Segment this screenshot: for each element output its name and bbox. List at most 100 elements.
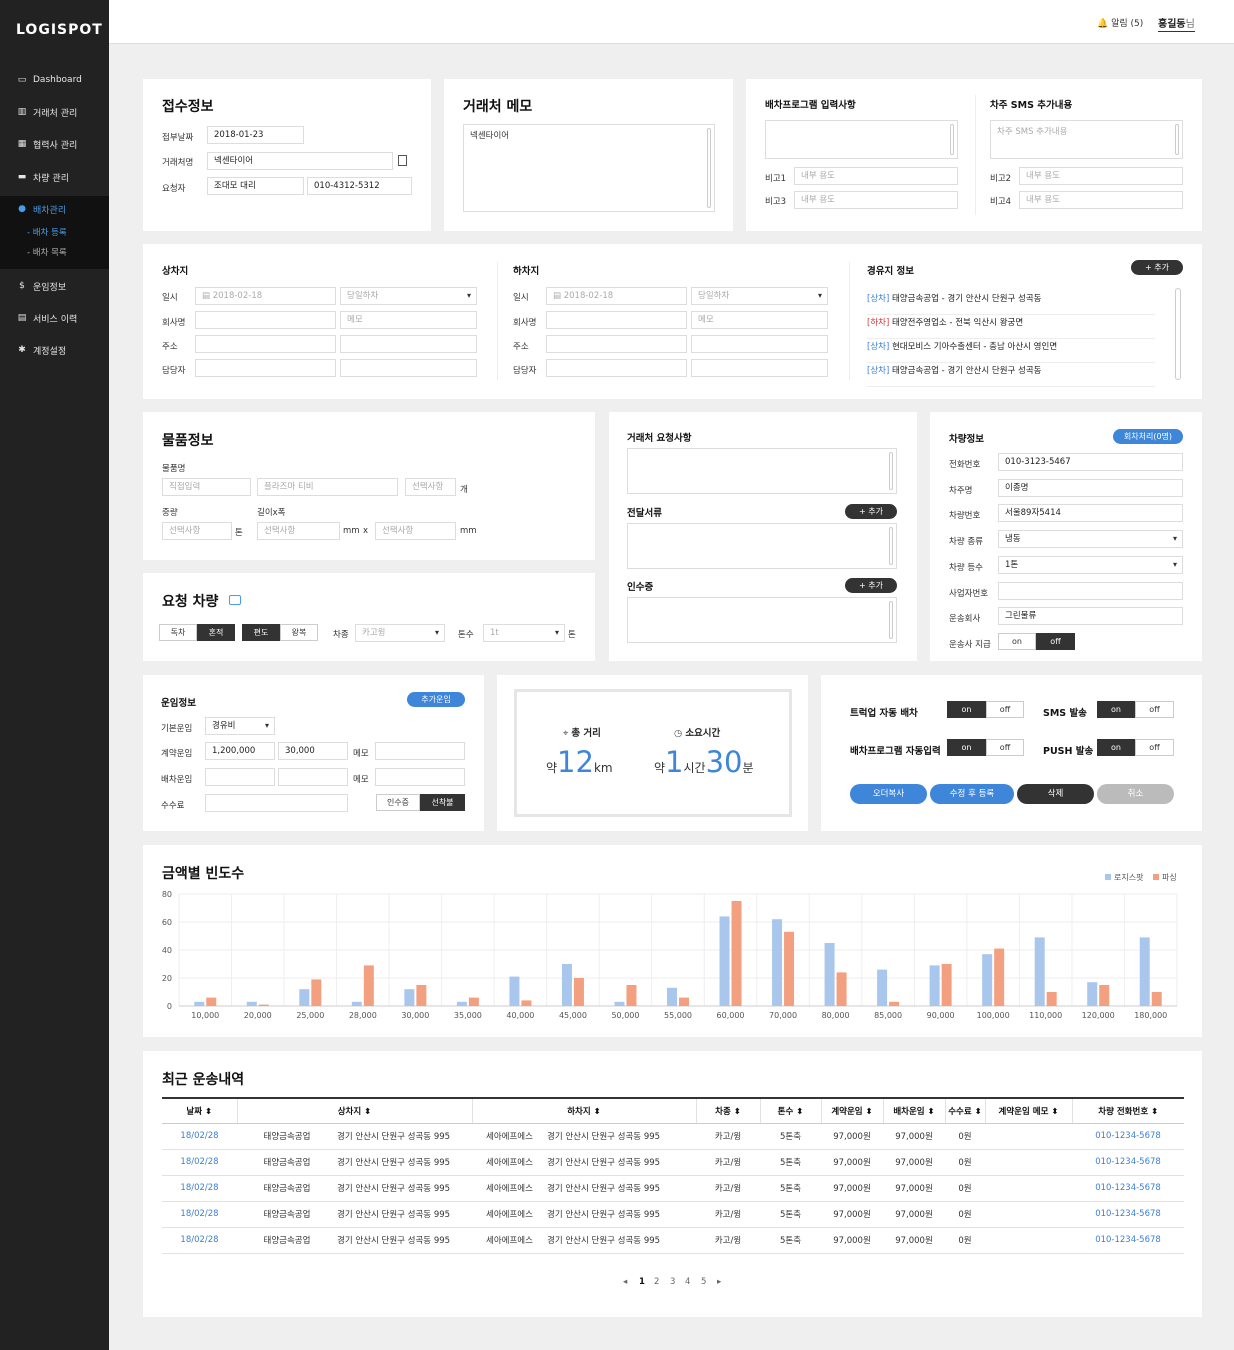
column-header[interactable]: 차량 전화번호 ⬍ (1072, 1097, 1184, 1124)
width-input[interactable]: 선택사항 (375, 522, 456, 540)
unloading-company-input[interactable] (546, 311, 687, 329)
sidebar-item-6[interactable]: ▤ 서비스 이력 (0, 305, 109, 331)
subnav-item-dispatch-list[interactable]: - 배차 목록 (27, 248, 67, 258)
unloading-date-input[interactable]: ▤ 2018-02-18 (546, 287, 687, 305)
dispatch-fare-input[interactable] (205, 768, 275, 786)
unloading-memo-input[interactable]: 메모 (691, 311, 828, 329)
loading-person-input[interactable] (195, 359, 336, 377)
ton-select[interactable]: 1t (483, 624, 565, 642)
vehicle-owner-input[interactable]: 이종명 (998, 478, 1183, 497)
remark4-input[interactable]: 내부 용도 (1019, 191, 1183, 209)
round-toggle[interactable]: 왕복 (280, 624, 318, 641)
document-icon[interactable] (398, 155, 407, 166)
carrier-pay-on[interactable]: on (998, 632, 1036, 650)
contract-fare-input[interactable]: 1,200,000 (205, 742, 275, 760)
save-button[interactable]: 수정 후 등록 (930, 784, 1014, 804)
loading-company-input[interactable] (195, 311, 336, 329)
table-row[interactable]: 18/02/28 태양금속공업 경기 안산시 단원구 성곡동 995 세아에프에스 경기… (162, 1175, 1184, 1202)
table-cell[interactable]: 010-1234-5678 (1072, 1175, 1184, 1202)
chat-icon[interactable] (229, 595, 241, 605)
column-header[interactable]: 톤수 ⬍ (760, 1097, 822, 1124)
column-header[interactable]: 계약운임 메모 ⬍ (985, 1097, 1073, 1124)
scrollbar[interactable] (707, 128, 711, 208)
via-item[interactable]: [상차] 태양금속공업 - 경기 안산시 단원구 성곡동 (867, 291, 1155, 315)
requester-phone-input[interactable]: 010-4312-5312 (307, 177, 412, 195)
intake-date-input[interactable]: 2018-01-23 (207, 126, 304, 144)
sidebar-item-2[interactable]: ▦ 협력사 관리 (0, 131, 109, 157)
via-item[interactable]: [상차] 현대모비스 기아수출센터 - 충남 아산시 영인면 (867, 339, 1155, 363)
table-cell[interactable]: 010-1234-5678 (1072, 1149, 1184, 1176)
dispatch-memo-input[interactable] (375, 768, 465, 786)
push-on[interactable]: on (1097, 739, 1135, 756)
truckup-off[interactable]: off (986, 701, 1024, 718)
unloading-option-select[interactable]: 당일하차 (691, 287, 828, 305)
handover-add-button[interactable]: + 추가 (845, 578, 897, 593)
cancel-button[interactable]: 취소 (1097, 784, 1174, 804)
type-select[interactable]: 카고윙 (355, 624, 445, 642)
loading-date-input[interactable]: ▤ 2018-02-18 (195, 287, 336, 305)
sidebar-item-5[interactable]: $ 운임정보 (0, 273, 109, 299)
via-scrollbar[interactable] (1175, 288, 1181, 380)
page-link[interactable]: 5 (701, 1277, 707, 1287)
docs-textarea[interactable] (627, 523, 897, 569)
table-cell[interactable]: 18/02/28 (162, 1175, 237, 1202)
oneway-toggle[interactable]: 편도 (242, 624, 280, 641)
page-link[interactable]: 2 (654, 1277, 660, 1287)
via-item[interactable]: [하차] 태양전주영업소 - 전북 익산시 왕궁면 (867, 315, 1155, 339)
loading-addr2-input[interactable] (340, 335, 477, 353)
memo-textarea[interactable]: 넥센타이어 (463, 124, 715, 212)
column-header[interactable]: 하차지 ⬍ (472, 1097, 697, 1124)
receipt-toggle[interactable]: 인수증 (376, 794, 420, 811)
table-cell[interactable]: 010-1234-5678 (1072, 1227, 1184, 1254)
sidebar-item-0[interactable]: ▭ Dashboard (0, 67, 109, 93)
vehicle-grade-input[interactable]: 1톤 (998, 555, 1183, 574)
contract-fare2-input[interactable]: 30,000 (278, 742, 348, 760)
sms-on[interactable]: on (1097, 701, 1135, 718)
loading-option-select[interactable]: 당일하차 (340, 287, 477, 305)
weight-input[interactable]: 선택사항 (162, 522, 232, 540)
page-link[interactable]: 3 (670, 1277, 676, 1287)
next-page-icon[interactable]: ▸ (717, 1277, 722, 1287)
delete-button[interactable]: 삭제 (1017, 784, 1094, 804)
sidebar-item-3[interactable]: ▬ 차량 관리 (0, 164, 109, 190)
table-cell[interactable]: 18/02/28 (162, 1227, 237, 1254)
basic-fare-select[interactable]: 경유비 (205, 717, 275, 735)
dispatch-fare2-input[interactable] (278, 768, 348, 786)
table-cell[interactable]: 18/02/28 (162, 1201, 237, 1228)
remark1-input[interactable]: 내부 용도 (794, 167, 958, 185)
sms-extra-textarea[interactable]: 차주 SMS 추가내용 (990, 120, 1183, 159)
goods-direct-input[interactable]: 직접입력 (162, 478, 251, 496)
scrollbar[interactable] (889, 452, 893, 490)
fee-input[interactable] (205, 794, 348, 812)
vehicle-biz-input[interactable] (998, 581, 1183, 600)
vehicle-carrier-input[interactable]: 그린물류 (998, 607, 1183, 626)
carrier-pay-off[interactable]: off (1036, 632, 1075, 650)
page-link[interactable]: 1 (639, 1277, 645, 1287)
prev-page-icon[interactable]: ◂ (623, 1277, 628, 1287)
scrollbar[interactable] (1175, 124, 1179, 155)
scrollbar[interactable] (889, 527, 893, 565)
table-row[interactable]: 18/02/28 태양금속공업 경기 안산시 단원구 성곡동 995 세아에프에스 경기… (162, 1123, 1184, 1150)
dispatch-input-textarea[interactable] (765, 120, 958, 159)
vehicle-kind-input[interactable]: 냉동 (998, 530, 1183, 549)
table-row[interactable]: 18/02/28 태양금속공업 경기 안산시 단원구 성곡동 995 세아에프에스 경기… (162, 1201, 1184, 1228)
table-row[interactable]: 18/02/28 태양금속공업 경기 안산시 단원구 성곡동 995 세아에프에스 경기… (162, 1149, 1184, 1176)
sms-off[interactable]: off (1135, 701, 1174, 718)
prepaid-toggle[interactable]: 선착불 (420, 794, 465, 811)
unloading-addr2-input[interactable] (691, 335, 828, 353)
excl-toggle[interactable]: 독차 (159, 624, 197, 641)
unloading-person2-input[interactable] (691, 359, 828, 377)
scrollbar[interactable] (889, 601, 893, 639)
column-header[interactable]: 상차지 ⬍ (237, 1097, 473, 1124)
docs-add-button[interactable]: + 추가 (845, 504, 897, 519)
return-badge[interactable]: 회차처리(0명) (1113, 429, 1183, 444)
page-link[interactable]: 4 (685, 1277, 691, 1287)
table-row[interactable]: 18/02/28 태양금속공업 경기 안산시 단원구 성곡동 995 세아에프에스 경기… (162, 1227, 1184, 1254)
table-cell[interactable]: 18/02/28 (162, 1149, 237, 1176)
column-header[interactable]: 차종 ⬍ (696, 1097, 761, 1124)
extra-fare-button[interactable]: 추가운임 (407, 692, 465, 707)
column-header[interactable]: 계약운임 ⬍ (821, 1097, 884, 1124)
client-req-textarea[interactable] (627, 448, 897, 494)
goods-item-input[interactable]: 플라즈마 티비 (257, 478, 398, 496)
subnav-item-dispatch-register[interactable]: - 배차 등록 (27, 228, 67, 238)
